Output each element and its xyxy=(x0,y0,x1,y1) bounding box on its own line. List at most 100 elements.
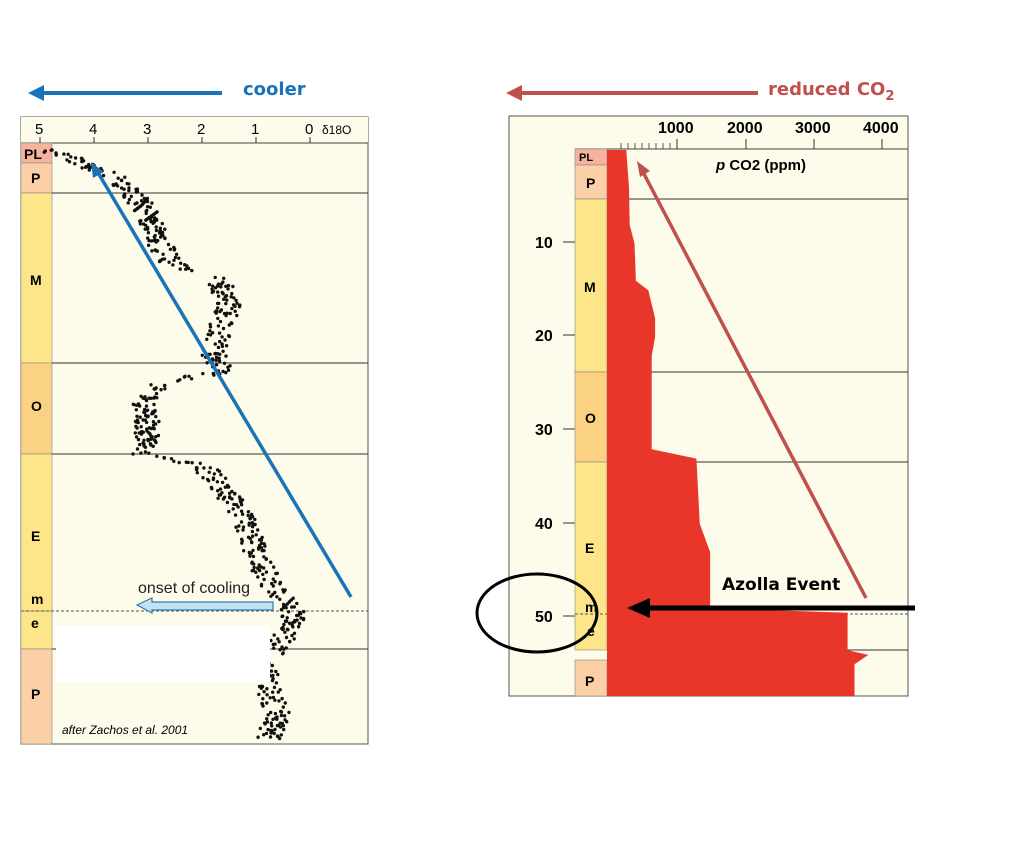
right-y-tick-40: 40 xyxy=(535,516,553,533)
d18o-data-point xyxy=(116,176,120,180)
d18o-data-point xyxy=(213,351,218,356)
d18o-data-point xyxy=(256,547,261,551)
d18o-data-point xyxy=(214,358,218,362)
d18o-data-point xyxy=(283,630,287,634)
d18o-data-point xyxy=(235,313,239,318)
left-period-column: PL P M O E m e P xyxy=(20,142,53,745)
d18o-data-point xyxy=(276,637,280,641)
left-tick-3: 3 xyxy=(143,121,151,138)
d18o-data-point xyxy=(155,454,159,458)
d18o-data-point xyxy=(151,444,155,448)
d18o-data-point xyxy=(227,491,232,495)
d18o-data-point xyxy=(234,298,238,303)
d18o-data-point xyxy=(112,170,116,174)
d18o-data-point xyxy=(250,529,255,534)
d18o-data-point xyxy=(163,383,167,388)
d18o-data-point xyxy=(140,193,144,197)
d18o-data-point xyxy=(237,524,241,528)
d18o-data-point xyxy=(186,266,191,271)
d18o-data-point xyxy=(50,148,54,152)
d18o-data-point xyxy=(143,396,147,401)
d18o-data-point xyxy=(150,249,154,253)
d18o-data-point xyxy=(271,695,276,700)
d18o-data-point xyxy=(66,152,70,156)
d18o-data-point xyxy=(220,491,224,495)
d18o-data-point xyxy=(261,572,265,577)
d18o-data-point xyxy=(269,638,273,643)
d18o-data-point xyxy=(183,263,187,267)
d18o-data-point xyxy=(284,646,288,650)
d18o-data-point xyxy=(129,194,133,199)
d18o-data-point xyxy=(233,309,237,313)
d18o-data-point xyxy=(267,590,271,594)
d18o-data-point xyxy=(138,442,142,447)
d18o-data-point xyxy=(127,197,132,202)
d18o-data-point xyxy=(215,301,220,306)
d18o-data-point xyxy=(163,387,167,391)
d18o-data-point xyxy=(135,187,140,191)
d18o-data-point xyxy=(178,267,182,271)
d18o-data-point xyxy=(275,734,280,738)
d18o-data-point xyxy=(269,710,273,715)
d18o-data-point xyxy=(142,438,146,442)
d18o-data-point xyxy=(172,247,177,251)
d18o-data-point xyxy=(218,487,223,491)
d18o-data-point xyxy=(274,669,278,674)
d18o-data-point xyxy=(135,426,139,430)
d18o-data-point xyxy=(215,480,220,484)
d18o-data-point xyxy=(233,491,237,496)
d18o-data-point xyxy=(195,471,199,475)
d18o-data-point xyxy=(157,419,161,424)
d18o-data-point xyxy=(225,298,229,302)
d18o-data-point xyxy=(265,687,269,691)
period-label-o: O xyxy=(31,398,42,414)
d18o-data-point xyxy=(278,580,283,585)
d18o-data-point xyxy=(186,460,190,465)
period-label-p-paleocene: P xyxy=(31,686,40,702)
right-x-axis-label: p CO2 (ppm) xyxy=(715,157,806,174)
d18o-data-point xyxy=(123,175,127,179)
d18o-data-point xyxy=(265,720,270,724)
d18o-data-point xyxy=(268,735,273,739)
d18o-data-point xyxy=(270,581,274,586)
d18o-data-point xyxy=(208,325,213,329)
d18o-data-point xyxy=(279,713,284,718)
left-tick-4: 4 xyxy=(89,121,97,138)
d18o-data-point xyxy=(280,614,284,619)
d18o-data-point xyxy=(184,267,188,271)
d18o-data-point xyxy=(259,584,264,588)
d18o-data-point xyxy=(143,450,148,454)
d18o-data-point xyxy=(148,216,152,221)
d18o-data-point xyxy=(139,425,143,429)
credit-label: after Zachos et al. 2001 xyxy=(62,723,188,737)
d18o-data-point xyxy=(158,226,162,230)
d18o-data-point xyxy=(139,394,143,398)
d18o-data-point xyxy=(154,435,158,439)
d18o-data-point xyxy=(210,290,214,295)
right-y-ticks xyxy=(563,241,575,617)
d18o-data-point xyxy=(279,608,284,612)
d18o-data-point xyxy=(144,223,148,227)
d18o-data-point xyxy=(282,714,287,718)
d18o-data-point xyxy=(144,404,149,408)
d18o-data-point xyxy=(163,227,167,231)
d18o-data-point xyxy=(172,459,176,463)
d18o-data-point xyxy=(135,447,140,451)
d18o-data-point xyxy=(214,363,219,367)
d18o-data-point xyxy=(158,259,162,263)
d18o-data-point xyxy=(265,693,269,697)
d18o-data-point xyxy=(217,331,222,335)
d18o-data-point xyxy=(147,396,151,400)
d18o-data-point xyxy=(265,701,269,705)
d18o-data-point xyxy=(207,470,211,474)
d18o-data-point xyxy=(262,548,266,553)
d18o-data-point xyxy=(277,640,281,644)
d18o-data-point xyxy=(281,651,285,655)
d18o-data-point xyxy=(168,247,173,251)
d18o-data-point xyxy=(266,727,270,732)
period-o-box xyxy=(20,362,53,455)
d18o-data-point xyxy=(284,635,289,640)
left-tick-5: 5 xyxy=(35,121,43,138)
cooler-arrow-head xyxy=(28,85,44,101)
onset-of-cooling-label: onset of cooling xyxy=(138,580,250,597)
